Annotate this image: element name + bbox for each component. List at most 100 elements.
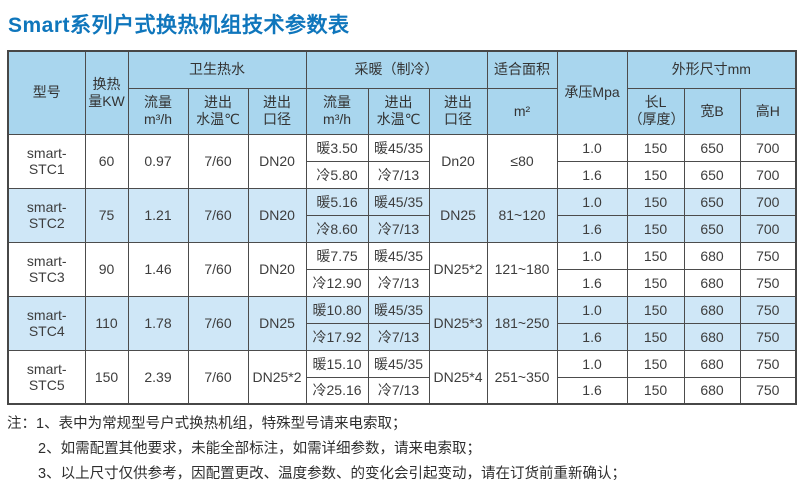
cell-heating-flow-warm: 暖5.16 xyxy=(305,187,369,216)
cell-heat-kw: 150 xyxy=(84,349,129,405)
cell-dim-h: 750 xyxy=(739,349,797,378)
header-dhw-temp-line2: 水温℃ xyxy=(196,111,240,127)
cell-dim-l: 150 xyxy=(626,376,685,405)
header-heating-dn: 进出 口径 xyxy=(428,87,488,135)
note-item-3: 3、以上尺寸仅供参考，因配置更改、温度参数、的变化会引起变动，请在订货前重新确认… xyxy=(38,466,627,480)
cell-dhw-flow: 1.46 xyxy=(127,241,189,297)
header-heating-dn-line2: 口径 xyxy=(444,111,473,127)
cell-dim-b: 680 xyxy=(683,376,741,405)
cell-heating-temp-warm: 暖45/35 xyxy=(367,349,430,378)
cell-heating-dn: Dn20 xyxy=(428,133,488,189)
table-header: 型号 换热 量KW 卫生热水 采暖（制冷） 适合面积 承压Mpa 外形尺寸mm … xyxy=(7,50,797,135)
cell-dim-b: 680 xyxy=(683,295,741,324)
header-area-unit: m² xyxy=(486,87,558,135)
header-heating-flow-line1: 流量 xyxy=(323,94,352,110)
header-height: 高H xyxy=(739,87,797,135)
cell-dhw-flow: 2.39 xyxy=(127,349,189,405)
cell-heating-temp-warm: 暖45/35 xyxy=(367,241,430,270)
cell-dhw-temp: 7/60 xyxy=(187,295,249,351)
cell-dim-b: 650 xyxy=(683,133,741,162)
cell-dim-h: 750 xyxy=(739,241,797,270)
cell-dhw-temp: 7/60 xyxy=(187,187,249,243)
cell-dim-b: 680 xyxy=(683,241,741,270)
cell-dim-l: 150 xyxy=(626,241,685,270)
note-line-2: 2、如需配置其他要求，未能全部标注，如需详细参数，请来电索取； xyxy=(7,437,793,462)
header-heating-flow-line2: m³/h xyxy=(323,111,352,127)
cell-dim-b: 680 xyxy=(683,349,741,378)
cell-dhw-dn: DN20 xyxy=(247,187,307,243)
cell-dim-b: 680 xyxy=(683,268,741,297)
cell-dim-h: 700 xyxy=(739,160,797,189)
header-dhw-temp-line1: 进出 xyxy=(204,94,232,110)
note-item-1: 1、表中为常规型号户式换热机组，特殊型号请来电索取； xyxy=(36,416,407,432)
cell-heat-kw: 60 xyxy=(84,133,129,189)
cell-dhw-dn: DN25*2 xyxy=(247,349,307,405)
header-heat-capacity: 换热 量KW xyxy=(84,50,129,135)
cell-mpa: 1.6 xyxy=(556,268,628,297)
cell-area: 81~120 xyxy=(486,187,558,243)
header-dhw-temp: 进出 水温℃ xyxy=(187,87,249,135)
cell-heating-temp-cool: 冷7/13 xyxy=(367,268,430,297)
cell-dhw-temp: 7/60 xyxy=(187,133,249,189)
cell-model: smart-STC2 xyxy=(7,187,86,243)
cell-mpa: 1.6 xyxy=(556,322,628,351)
cell-area: ≤80 xyxy=(486,133,558,189)
header-dhw-flow-line2: m³/h xyxy=(144,111,172,127)
header-length-line2: （厚度） xyxy=(628,111,685,127)
cell-model: smart-STC5 xyxy=(7,349,86,405)
cell-area: 181~250 xyxy=(486,295,558,351)
cell-mpa: 1.0 xyxy=(556,133,628,162)
cell-heating-dn: DN25*4 xyxy=(428,349,488,405)
cell-dim-h: 700 xyxy=(739,187,797,216)
table-row: smart-STC1 60 0.97 7/60 DN20 暖3.50 暖45/3… xyxy=(7,133,797,189)
cell-dim-b: 650 xyxy=(683,187,741,216)
header-heat-capacity-line1: 换热 xyxy=(92,75,121,92)
cell-heating-temp-cool: 冷7/13 xyxy=(367,214,430,243)
table-row: smart-STC4 110 1.78 7/60 DN25 暖10.80 暖45… xyxy=(7,295,797,351)
cell-mpa: 1.0 xyxy=(556,187,628,216)
cell-dhw-flow: 0.97 xyxy=(127,133,189,189)
cell-heating-temp-cool: 冷7/13 xyxy=(367,160,430,189)
cell-dhw-flow: 1.78 xyxy=(127,295,189,351)
cell-dhw-dn: DN20 xyxy=(247,241,307,297)
header-dhw-flow-line1: 流量 xyxy=(144,94,172,110)
header-dhw-dn-line1: 进出 xyxy=(263,94,292,110)
cell-mpa: 1.0 xyxy=(556,295,628,324)
cell-dim-l: 150 xyxy=(626,214,685,243)
cell-model: smart-STC4 xyxy=(7,295,86,351)
cell-area: 251~350 xyxy=(486,349,558,405)
note-line-1: 注：1、表中为常规型号户式换热机组，特殊型号请来电索取； xyxy=(7,412,793,437)
cell-dim-h: 750 xyxy=(739,322,797,351)
notes-label: 注： xyxy=(7,416,36,432)
cell-dim-h: 750 xyxy=(739,295,797,324)
cell-heating-temp-warm: 暖45/35 xyxy=(367,187,430,216)
table-row: 冷12.90 冷7/13 1.6 150 680 750 xyxy=(8,268,797,297)
cell-heating-flow-warm: 暖15.10 xyxy=(305,349,369,378)
cell-heating-flow-cool: 冷17.92 xyxy=(305,322,369,351)
header-heating-temp-line1: 进出 xyxy=(384,94,413,110)
header-heating-temp-line2: 水温℃ xyxy=(376,111,421,127)
header-pressure: 承压Mpa xyxy=(556,50,628,135)
cell-heat-kw: 90 xyxy=(84,241,129,297)
cell-dim-h: 750 xyxy=(739,376,797,405)
note-item-2: 2、如需配置其他要求，未能全部标注，如需详细参数，请来电索取； xyxy=(38,441,482,457)
header-heating-temp: 进出 水温℃ xyxy=(367,87,430,135)
cell-heat-kw: 75 xyxy=(84,187,129,243)
cell-heating-temp-warm: 暖45/35 xyxy=(367,295,430,324)
note-line-3: 3、以上尺寸仅供参考，因配置更改、温度参数、的变化会引起变动，请在订货前重新确认… xyxy=(7,462,793,480)
cell-dim-h: 700 xyxy=(739,133,797,162)
cell-mpa: 1.6 xyxy=(556,214,628,243)
cell-dhw-dn: DN25 xyxy=(247,295,307,351)
cell-heating-temp-warm: 暖45/35 xyxy=(367,133,430,162)
header-area-group: 适合面积 xyxy=(486,50,558,89)
cell-dim-b: 650 xyxy=(683,160,741,189)
cell-heating-flow-warm: 暖7.75 xyxy=(305,241,369,270)
cell-dim-b: 650 xyxy=(683,214,741,243)
cell-dim-l: 150 xyxy=(626,160,685,189)
header-heating-dn-line1: 进出 xyxy=(444,94,473,110)
cell-mpa: 1.0 xyxy=(556,241,628,270)
cell-dhw-dn: DN20 xyxy=(247,133,307,189)
header-dhw-dn: 进出 口径 xyxy=(247,87,307,135)
cell-heating-flow-cool: 冷8.60 xyxy=(305,214,369,243)
